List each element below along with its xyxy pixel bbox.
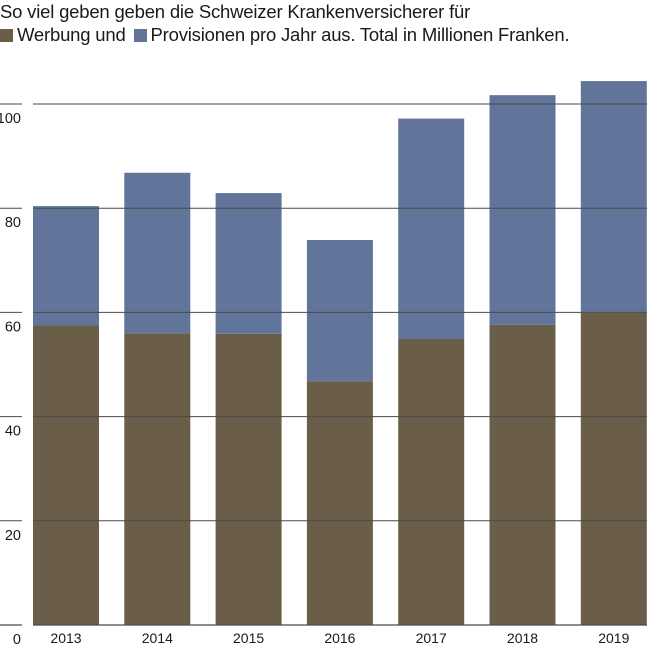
legend-label-werbung: Werbung und — [17, 24, 126, 45]
bar-werbung-2014 — [124, 333, 191, 625]
y-tick-label: 60 — [5, 319, 21, 335]
bar-provisionen-2013 — [33, 206, 99, 326]
y-axis-labels: 0 20 40 60 80 100 — [0, 111, 21, 647]
bar-provisionen-2016 — [306, 239, 373, 382]
title-line-1: So viel geben geben die Schweizer Kranke… — [0, 1, 471, 22]
x-axis-labels: 2013 2014 2015 2016 2017 2018 2019 — [50, 630, 629, 646]
x-tick-label: 2014 — [142, 630, 173, 646]
y-tick-label: 80 — [5, 215, 21, 231]
bar-werbung-2018 — [489, 324, 556, 625]
gridlines-group — [0, 103, 647, 626]
bar-werbung-2017 — [398, 338, 465, 625]
bar-provisionen-2019 — [580, 81, 647, 313]
x-tick-label: 2017 — [416, 630, 447, 646]
y-tick-label: 40 — [5, 424, 21, 440]
bar-werbung-2016 — [306, 381, 373, 625]
bar-provisionen-2015 — [215, 193, 282, 334]
legend-label-provisionen: Provisionen pro Jahr aus. Total in Milli… — [150, 24, 570, 45]
x-tick-label: 2019 — [598, 630, 629, 646]
y-tick-label: 0 — [13, 632, 21, 647]
x-tick-label: 2015 — [233, 630, 264, 646]
bar-werbung-2015 — [215, 333, 282, 625]
bar-werbung-2019 — [580, 312, 647, 625]
title-line-2: Werbung und Provisionen pro Jahr aus. To… — [0, 23, 570, 46]
y-tick-label: 20 — [5, 528, 21, 544]
legend-swatch-werbung — [0, 29, 13, 42]
bar-werbung-2013 — [33, 325, 99, 625]
bar-provisionen-2018 — [489, 95, 556, 325]
bar-provisionen-2014 — [124, 172, 191, 334]
chart-title: So viel geben geben die Schweizer Kranke… — [0, 0, 570, 46]
bar-provisionen-2017 — [398, 118, 465, 339]
x-tick-label: 2018 — [507, 630, 538, 646]
x-tick-label: 2013 — [50, 630, 81, 646]
legend-swatch-provisionen — [133, 29, 147, 42]
x-tick-label: 2016 — [324, 630, 355, 646]
y-tick-label: 100 — [0, 111, 21, 127]
bars-group — [33, 81, 647, 625]
